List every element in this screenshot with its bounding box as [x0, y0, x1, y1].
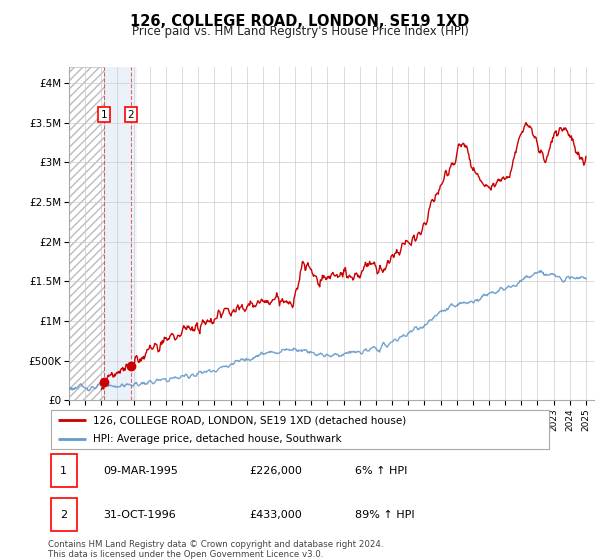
Bar	[69, 67, 104, 400]
Text: Price paid vs. HM Land Registry's House Price Index (HPI): Price paid vs. HM Land Registry's House …	[131, 25, 469, 38]
Text: 126, COLLEGE ROAD, LONDON, SE19 1XD: 126, COLLEGE ROAD, LONDON, SE19 1XD	[130, 14, 470, 29]
Text: HPI: Average price, detached house, Southwark: HPI: Average price, detached house, Sout…	[94, 435, 342, 445]
Text: 1: 1	[60, 466, 67, 476]
Text: 09-MAR-1995: 09-MAR-1995	[103, 466, 178, 476]
Text: 31-OCT-1996: 31-OCT-1996	[103, 510, 176, 520]
Text: £226,000: £226,000	[250, 466, 302, 476]
Text: Contains HM Land Registry data © Crown copyright and database right 2024.
This d: Contains HM Land Registry data © Crown c…	[48, 540, 383, 559]
Text: 6% ↑ HPI: 6% ↑ HPI	[355, 466, 408, 476]
Text: £433,000: £433,000	[250, 510, 302, 520]
Text: 2: 2	[128, 110, 134, 120]
Text: 126, COLLEGE ROAD, LONDON, SE19 1XD (detached house): 126, COLLEGE ROAD, LONDON, SE19 1XD (det…	[94, 415, 407, 425]
Bar	[50, 454, 77, 487]
Bar	[131, 67, 137, 400]
Bar	[104, 67, 131, 400]
Text: 89% ↑ HPI: 89% ↑ HPI	[355, 510, 415, 520]
Text: 2: 2	[60, 510, 67, 520]
Bar	[50, 498, 77, 531]
Text: 1: 1	[101, 110, 107, 120]
